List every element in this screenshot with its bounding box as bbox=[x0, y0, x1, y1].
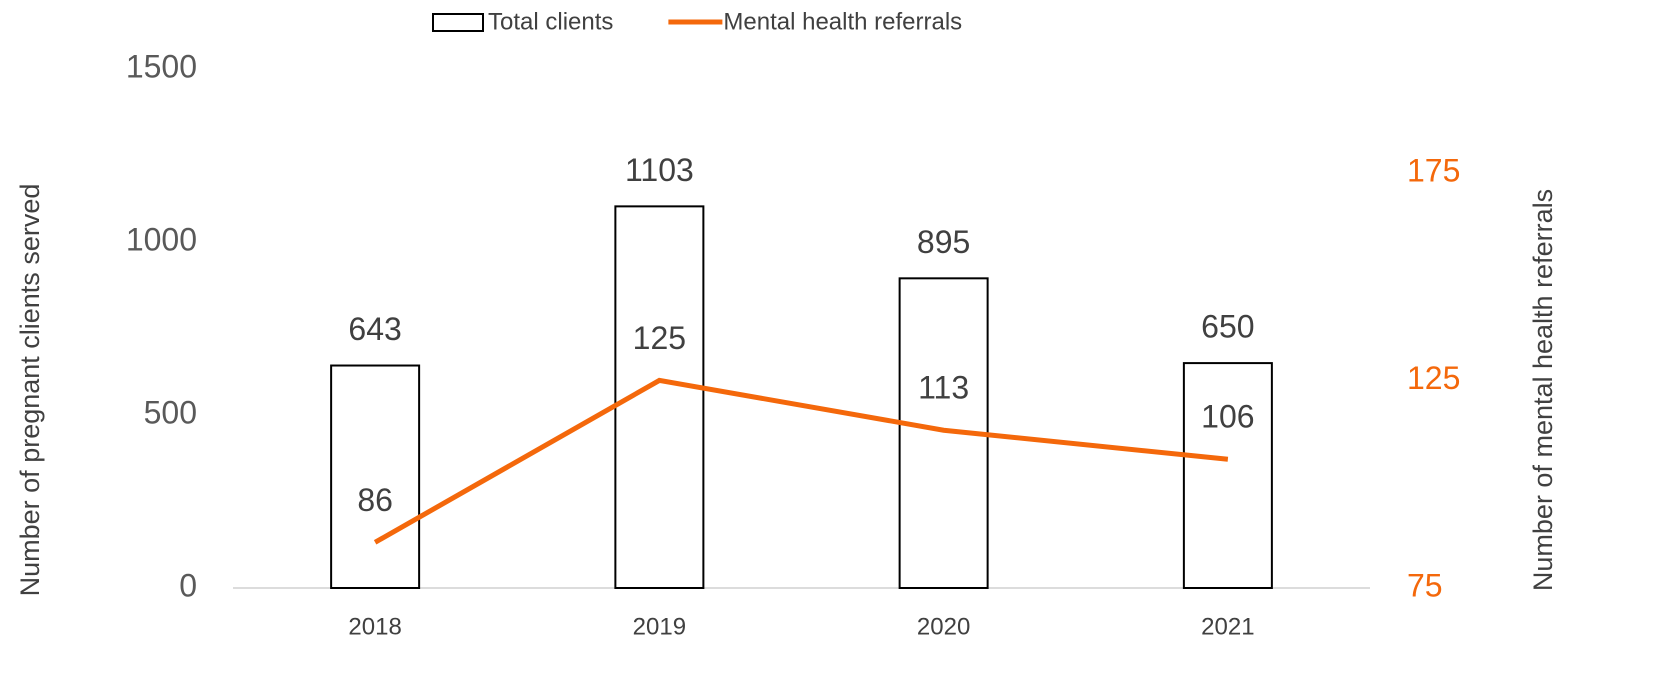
x-tick-label: 2019 bbox=[633, 613, 686, 640]
x-tick-label: 2020 bbox=[917, 613, 970, 640]
y-tick-label: 500 bbox=[144, 394, 197, 430]
y2-axis-title: Number of mental health referrals bbox=[1528, 189, 1558, 591]
y-tick-label: 1000 bbox=[126, 221, 197, 257]
data-label: 650 bbox=[1201, 309, 1254, 345]
bar bbox=[1182, 362, 1273, 589]
data-label: 125 bbox=[633, 320, 686, 356]
y-tick-label: 1500 bbox=[126, 48, 197, 84]
y-tick-label: 0 bbox=[179, 567, 197, 603]
line bbox=[373, 377, 1229, 545]
x-tick-label: 2021 bbox=[1201, 613, 1254, 640]
y2-tick-label: 75 bbox=[1407, 567, 1443, 603]
bar bbox=[330, 364, 421, 589]
y2-tick-label: 175 bbox=[1407, 152, 1460, 188]
data-label: 106 bbox=[1201, 399, 1254, 435]
data-label: 113 bbox=[918, 370, 969, 406]
bar bbox=[614, 205, 705, 589]
y2-tick-label: 125 bbox=[1407, 360, 1460, 396]
data-label: 643 bbox=[348, 311, 401, 347]
legend-label: Total clients bbox=[488, 8, 613, 35]
legend-label: Mental health referrals bbox=[723, 8, 962, 35]
data-label: 86 bbox=[357, 482, 393, 518]
legend-swatch bbox=[432, 13, 484, 32]
data-label: 895 bbox=[917, 224, 970, 260]
x-tick-label: 2018 bbox=[348, 613, 401, 640]
data-label: 1103 bbox=[625, 152, 694, 188]
y-axis-title: Number of pregnant clients served bbox=[15, 184, 45, 597]
